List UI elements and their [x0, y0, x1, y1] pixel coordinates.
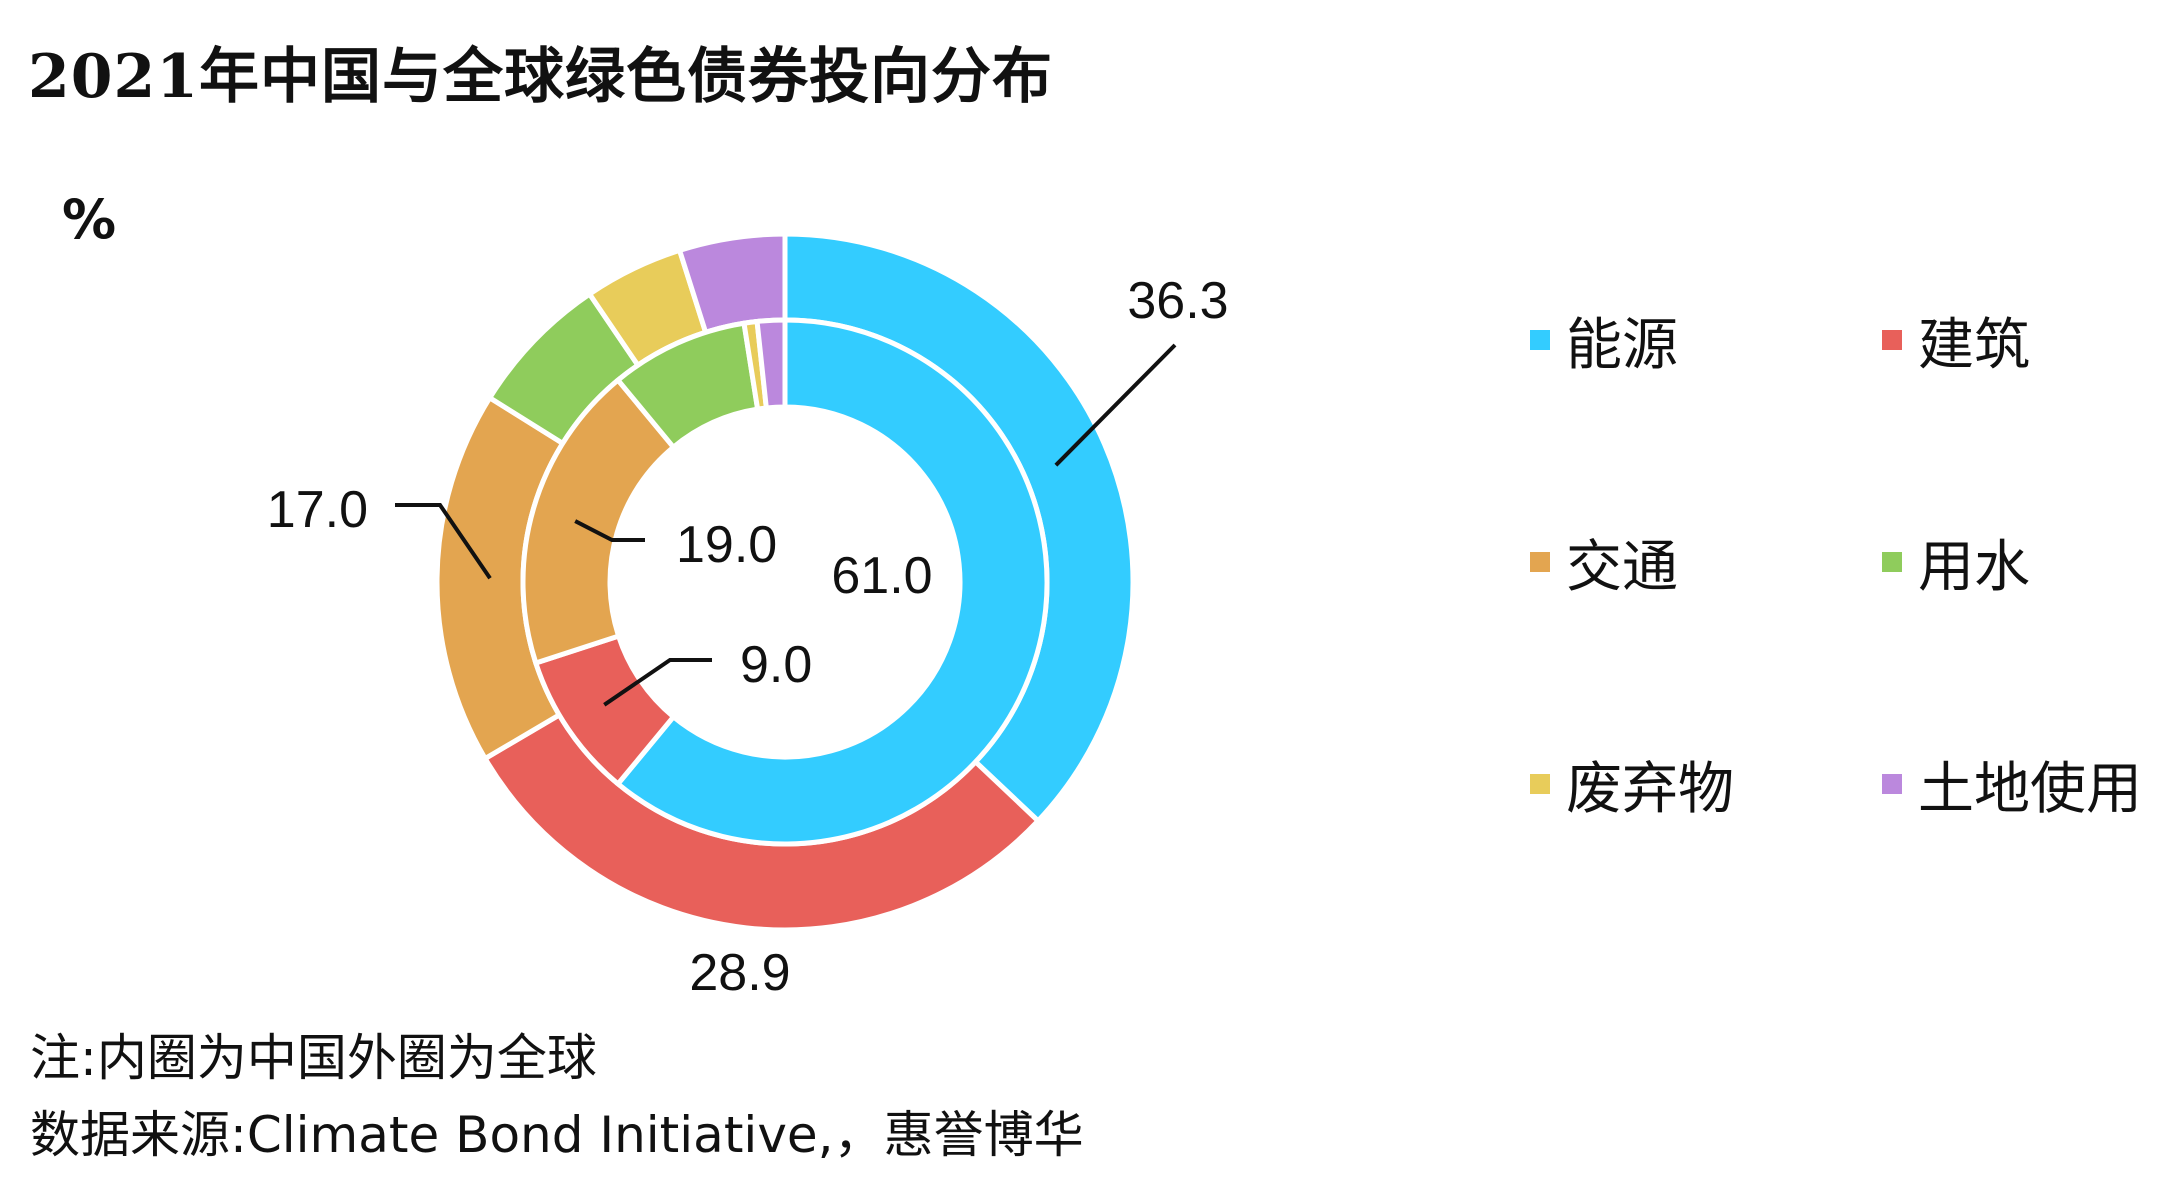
chart-source: 数据来源:Climate Bond Initiative,，惠誉博华: [30, 1106, 1084, 1164]
legend-swatch-water: [1882, 552, 1902, 572]
legend-swatch-building: [1882, 330, 1902, 350]
legend-label-building: 建筑: [1918, 312, 2030, 378]
inner-leader-transport: [574, 519, 645, 542]
legend-swatch-land-use: [1882, 774, 1902, 794]
outer-data-label-building: 28.9: [689, 944, 790, 1002]
legend-label-energy: 能源: [1566, 312, 1678, 378]
chart-title: 2021年中国与全球绿色债券投向分布: [28, 42, 1053, 112]
legend-swatch-energy: [1530, 330, 1550, 350]
legend-swatch-transport: [1530, 552, 1550, 572]
legend-item-building: 建筑: [1882, 300, 2030, 380]
legend-item-energy: 能源: [1530, 300, 1678, 380]
legend-label-transport: 交通: [1566, 534, 1678, 600]
legend-item-land-use: 土地使用: [1882, 744, 2142, 824]
chart-note: 注:内圈为中国外圈为全球: [30, 1029, 597, 1087]
inner-data-label-transport: 19.0: [676, 516, 777, 574]
legend-label-water: 用水: [1918, 534, 2030, 600]
legend-item-water: 用水: [1882, 522, 2030, 602]
legend-label-land-use: 土地使用: [1918, 756, 2142, 822]
donut-chart: 36.3 28.9 17.0 61.0 9.0 19.0: [266, 234, 1229, 1002]
outer-leader-energy: [1054, 343, 1177, 467]
inner-data-label-energy: 61.0: [831, 547, 932, 605]
inner-slice-land-use: [754, 317, 788, 411]
legend-item-transport: 交通: [1530, 522, 1678, 602]
outer-leader-transport: [395, 503, 492, 580]
inner-leader-building: [603, 658, 712, 707]
outer-data-label-energy: 36.3: [1127, 272, 1228, 330]
outer-data-label-transport: 17.0: [267, 481, 368, 539]
unit-label: %: [62, 188, 117, 251]
legend: 能源 建筑 交通 用水 废弃物 土地使用: [1530, 300, 2170, 860]
legend-label-waste: 废弃物: [1566, 756, 1734, 822]
inner-slice-transport: [520, 376, 677, 667]
legend-item-waste: 废弃物: [1530, 744, 1734, 824]
legend-swatch-waste: [1530, 774, 1550, 794]
inner-data-label-building: 9.0: [740, 636, 812, 694]
inner-slice-energy: [614, 317, 1050, 847]
